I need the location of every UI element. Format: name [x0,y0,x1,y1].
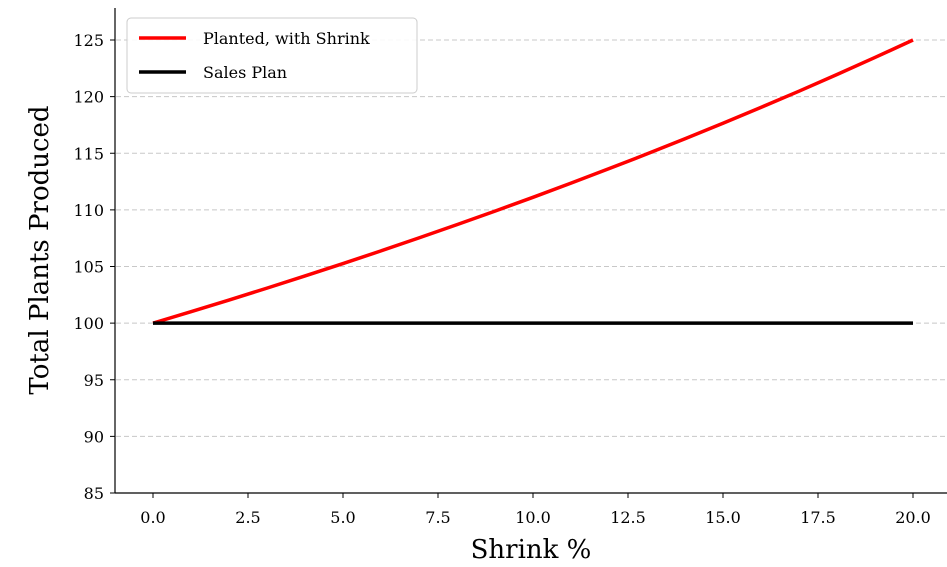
x-tick-label: 17.5 [800,508,836,527]
series-lines [152,38,914,325]
y-tick-label: 105 [73,258,104,277]
grid-lines [116,39,947,437]
x-tick-label: 7.5 [425,508,450,527]
x-ticks: 0.0 2.5 5.0 7.5 10.0 12.5 15.0 17.5 20.0 [140,493,931,527]
x-axis-title: Shrink % [471,535,592,565]
legend: Planted, with Shrink Sales Plan [126,17,418,94]
y-tick-label: 120 [73,88,104,107]
y-axis-title: Total Plants Produced [25,105,55,394]
axes [114,8,947,494]
x-tick-label: 12.5 [610,508,646,527]
x-tick-label: 2.5 [235,508,260,527]
x-tick-label: 0.0 [140,508,165,527]
y-tick-label: 125 [73,31,104,50]
legend-frame [126,17,418,94]
x-tick-label: 10.0 [515,508,551,527]
y-tick-label: 115 [73,144,104,163]
y-ticks: 85 90 95 100 105 110 115 120 125 [73,31,115,503]
legend-label: Planted, with Shrink [203,29,370,48]
y-tick-label: 90 [84,427,104,446]
series-line-1 [152,38,914,325]
y-tick-label: 95 [84,371,104,390]
x-tick-label: 20.0 [895,508,931,527]
y-tick-label: 110 [73,201,104,220]
y-tick-label: 100 [73,314,104,333]
legend-label: Sales Plan [203,63,287,82]
x-tick-label: 5.0 [330,508,355,527]
y-tick-label: 85 [84,484,104,503]
x-tick-label: 15.0 [705,508,741,527]
